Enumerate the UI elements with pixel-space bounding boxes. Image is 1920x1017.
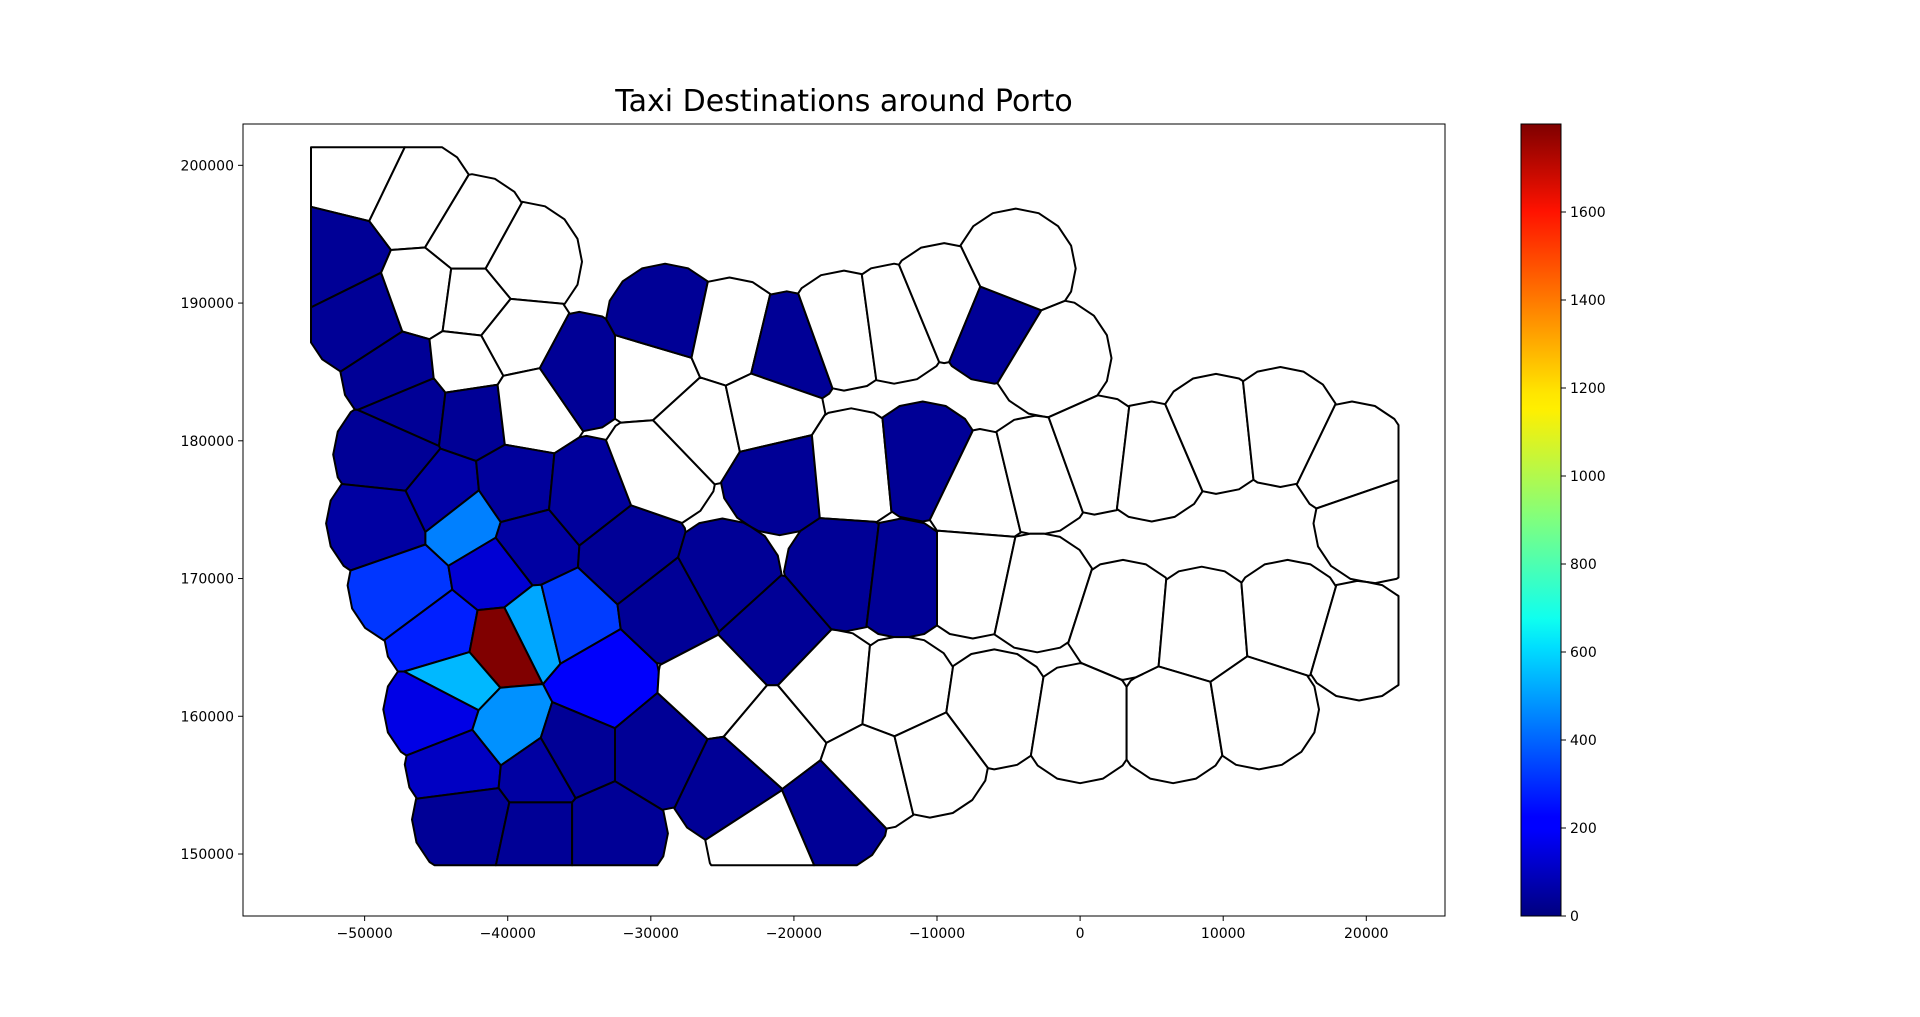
region	[382, 670, 480, 757]
colorbar-tick-label: 600	[1570, 645, 1597, 661]
chart-title: Taxi Destinations around Porto	[615, 84, 1073, 119]
y-tick-label: 160000	[181, 709, 234, 725]
y-tick-label: 180000	[181, 434, 234, 450]
region	[1312, 479, 1400, 585]
region	[411, 787, 511, 867]
axes-frame	[242, 123, 1446, 917]
region	[720, 434, 821, 537]
region	[797, 269, 878, 392]
colorbar	[1520, 123, 1562, 917]
y-tick-label: 150000	[181, 847, 234, 863]
x-tick-label: −30000	[623, 926, 679, 942]
region	[881, 400, 974, 523]
colorbar-tick-label: 200	[1570, 821, 1597, 837]
colorbar-tick-label: 1600	[1570, 205, 1606, 221]
x-tick-label: −50000	[336, 926, 392, 942]
region	[1209, 655, 1320, 771]
region	[865, 517, 938, 639]
region	[538, 310, 616, 433]
region	[810, 407, 893, 523]
colorbar-tick-label: 1000	[1570, 469, 1606, 485]
colorbar-tick-label: 400	[1570, 733, 1597, 749]
y-axis: 150000 160000 170000 180000 190000 200000	[181, 158, 243, 863]
colorbar-tick-label: 1400	[1570, 293, 1606, 309]
region	[860, 262, 941, 385]
region	[819, 723, 915, 830]
region	[677, 517, 783, 633]
y-tick-label: 170000	[181, 572, 234, 588]
region	[1125, 665, 1224, 785]
region	[893, 711, 989, 819]
region	[605, 262, 709, 359]
colorbar-tick-label: 0	[1570, 909, 1579, 925]
x-tick-label: −20000	[766, 926, 822, 942]
x-tick-label: 0	[1076, 926, 1085, 942]
x-tick-label: −10000	[909, 926, 965, 942]
region	[494, 801, 574, 867]
region	[484, 200, 583, 305]
region	[1115, 400, 1204, 523]
y-tick-label: 190000	[181, 296, 234, 312]
region	[1309, 579, 1400, 702]
region	[1242, 366, 1337, 488]
colorbar-tick-label: 800	[1570, 557, 1597, 573]
region	[704, 789, 816, 867]
region	[945, 648, 1045, 771]
region	[1029, 662, 1128, 785]
colorbar-axis: 0 200 400 600 800 1000 1200 1400 1600	[1561, 205, 1606, 925]
region	[1240, 558, 1337, 677]
region	[1047, 394, 1131, 516]
x-axis: −50000 −40000 −30000 −20000 −10000 0 10000 2000…	[336, 916, 1389, 942]
y-tick-label: 200000	[181, 158, 234, 174]
region	[1164, 372, 1255, 495]
colorbar-tick-label: 1200	[1570, 381, 1606, 397]
x-tick-label: −40000	[480, 926, 536, 942]
x-tick-label: 10000	[1201, 926, 1246, 942]
x-tick-label: 20000	[1344, 926, 1389, 942]
region	[993, 532, 1094, 654]
regions-layer	[310, 146, 1400, 867]
region	[571, 780, 669, 867]
